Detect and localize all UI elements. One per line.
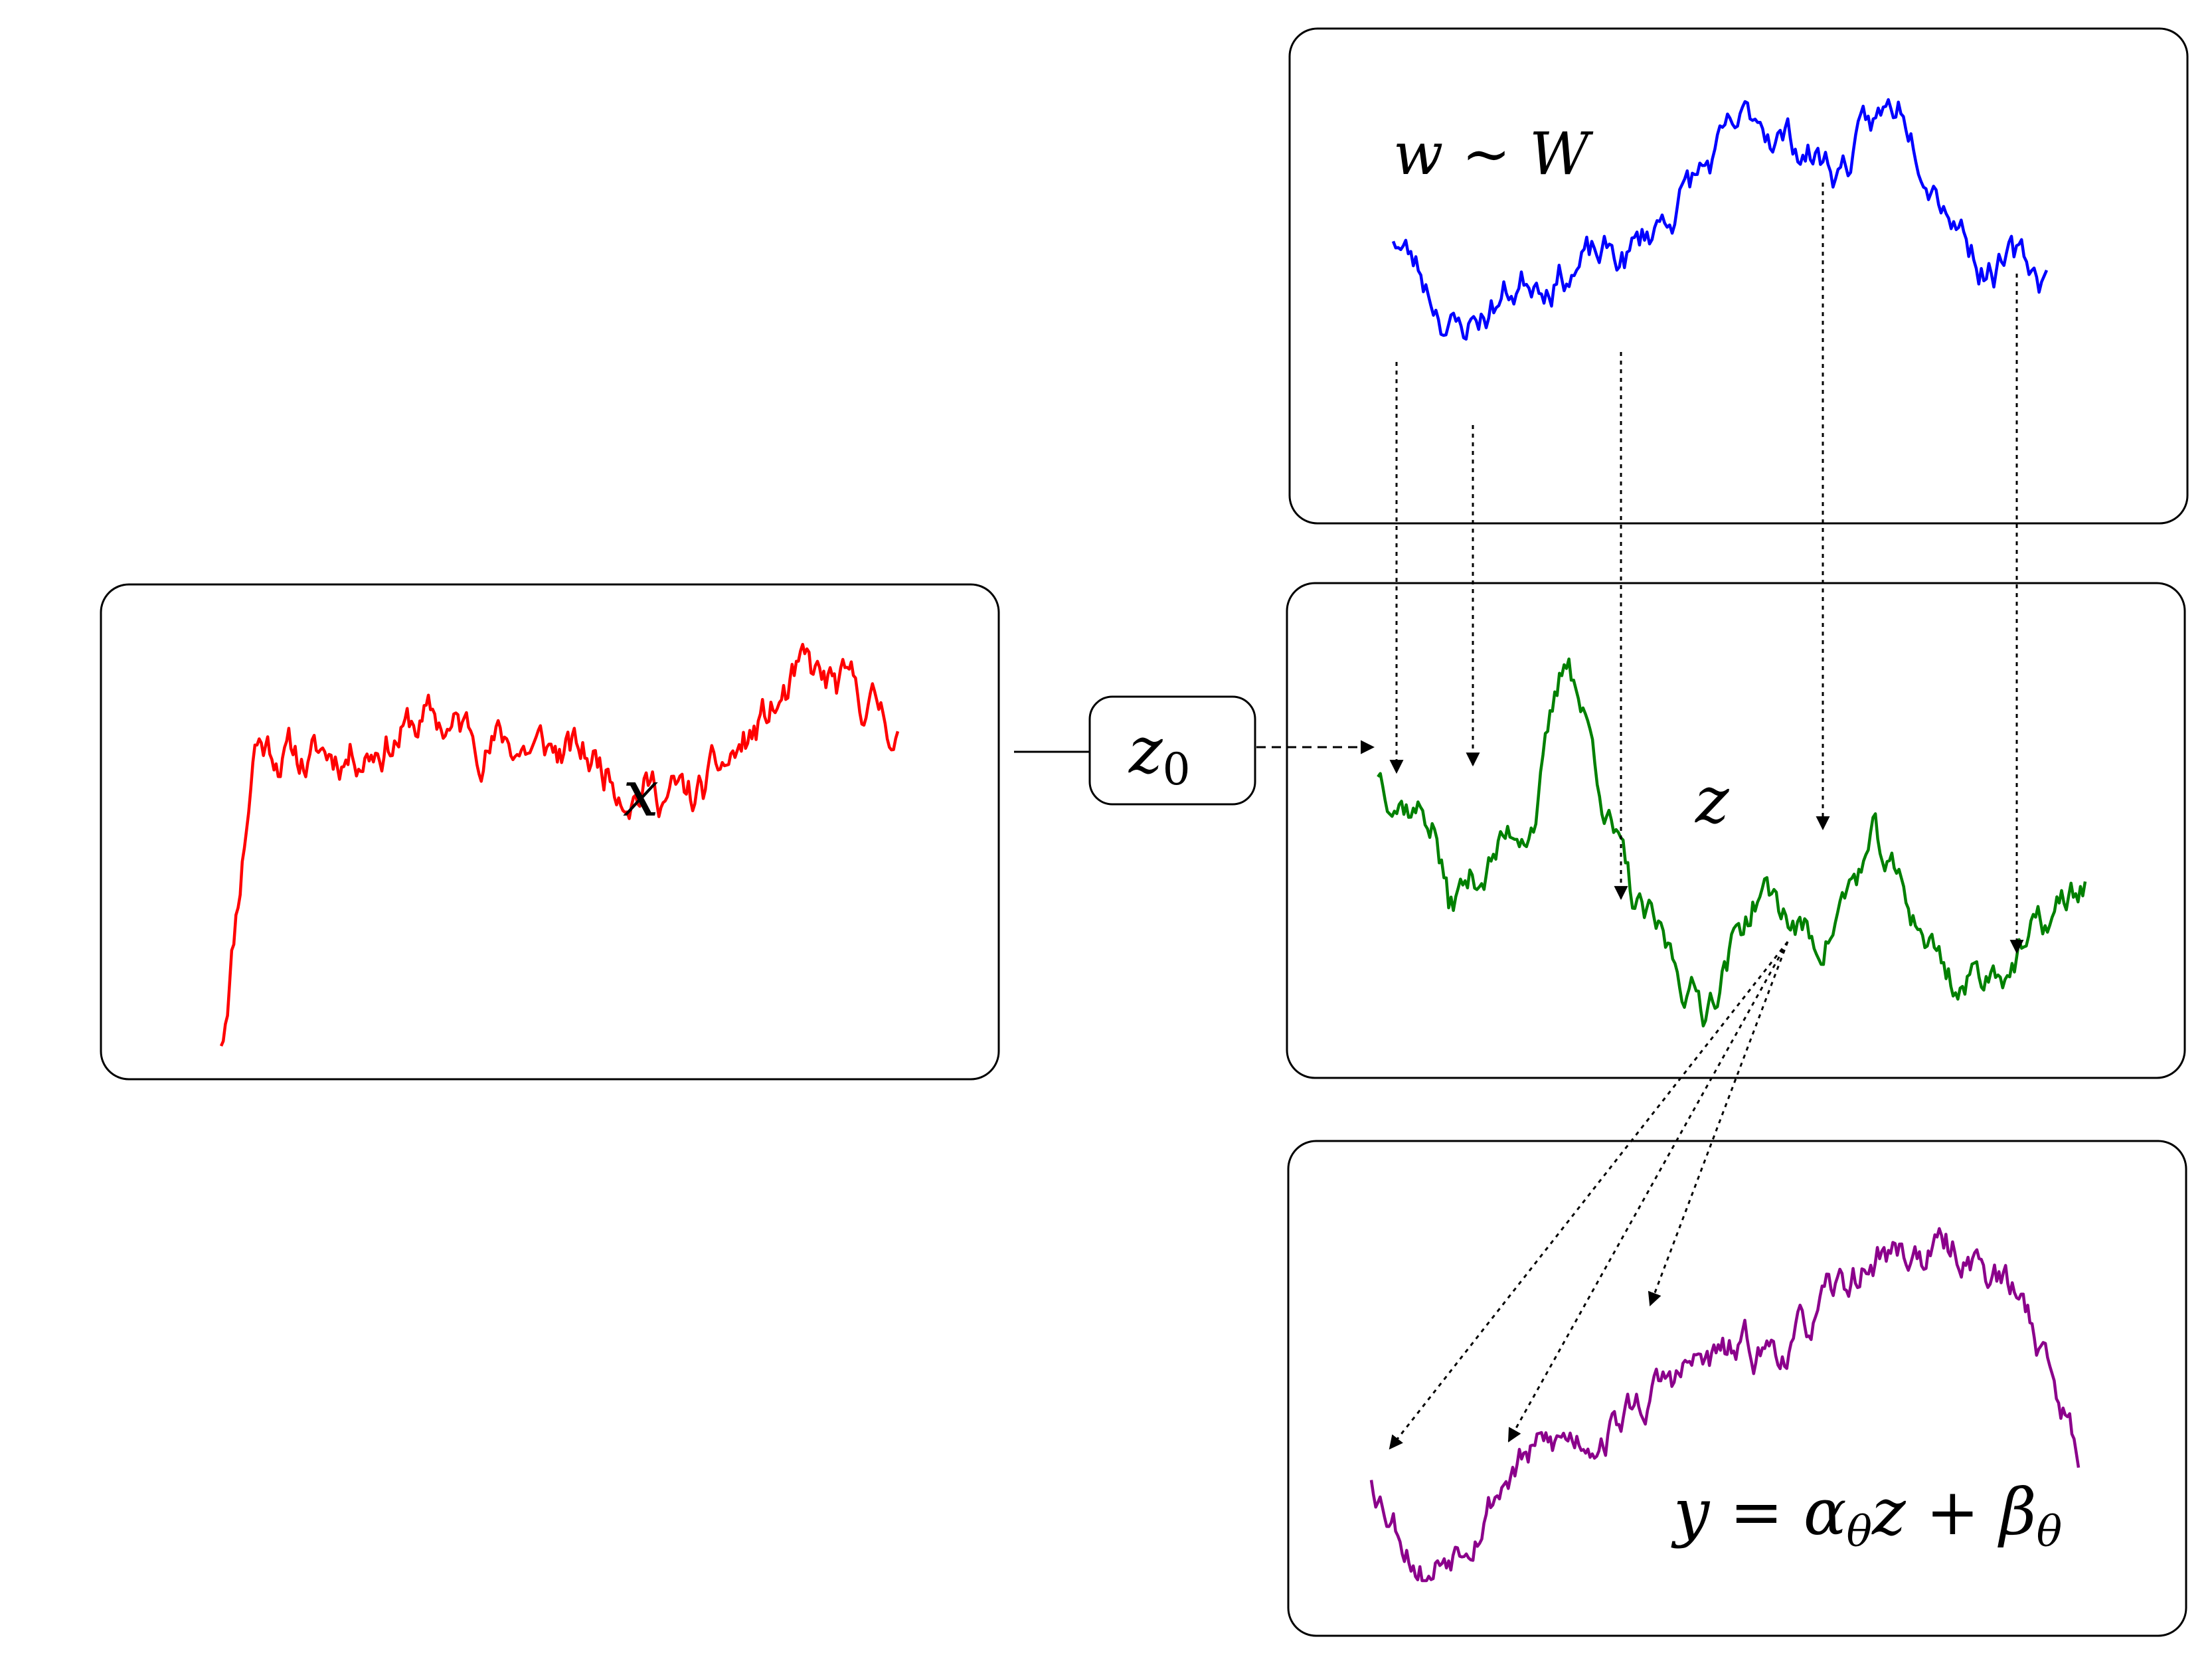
x-panel-label: x <box>623 756 659 831</box>
z-panel-label: z <box>1695 763 1730 837</box>
z-to-y-arrow-1 <box>1389 941 1789 1450</box>
z-to-y-arrows <box>1389 941 1789 1450</box>
x-panel-box <box>100 583 1000 1081</box>
z0-box <box>1088 695 1256 806</box>
y-series-line <box>1369 1227 2081 1583</box>
z-panel-box <box>1286 582 2186 1079</box>
w-panel-label: w ∼ W <box>1393 120 1594 188</box>
y-panel-box <box>1287 1140 2187 1637</box>
w-panel-box <box>1288 27 2189 525</box>
y-panel-label: y = αθz + βθ <box>1671 1475 2062 1557</box>
z-series-line <box>1377 657 2087 1028</box>
x-series-line <box>219 642 900 1047</box>
z-to-y-arrow-2 <box>1507 941 1789 1443</box>
w-series-line <box>1391 98 2049 341</box>
z0-label: z0 <box>1128 713 1191 795</box>
w-to-z-arrows <box>1389 183 2024 954</box>
